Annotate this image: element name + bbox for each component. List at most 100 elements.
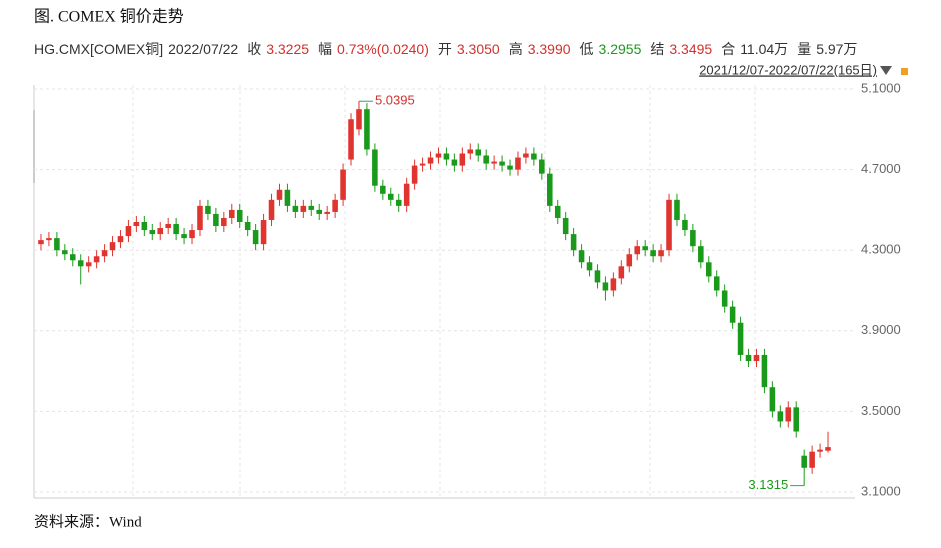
candle-body <box>403 183 410 206</box>
candle-body <box>690 230 696 247</box>
info-label: 幅 <box>318 41 333 57</box>
candle-body <box>54 238 60 251</box>
candle-body <box>753 354 760 362</box>
candle-body <box>181 234 187 239</box>
candle-body <box>674 199 680 220</box>
candle-body <box>817 449 823 452</box>
info-value: 3.3990 <box>527 41 571 57</box>
candle-body <box>395 199 402 206</box>
candle-body <box>141 221 148 231</box>
y-tick-label: 3.1000 <box>861 483 901 498</box>
candle-body <box>332 199 338 212</box>
candle-body <box>308 205 315 210</box>
candle-body <box>372 149 378 186</box>
candle-body <box>133 221 140 227</box>
candle-body <box>554 205 561 218</box>
candle-body <box>658 250 664 257</box>
candle-body <box>324 211 330 214</box>
candle-body <box>451 159 458 166</box>
candle-body <box>157 228 164 235</box>
candle-body <box>284 189 291 206</box>
info-label: 高 <box>508 41 523 57</box>
candle-body <box>769 387 776 412</box>
candle-body <box>205 205 211 214</box>
candle-body <box>515 157 521 170</box>
dropdown-arrow[interactable] <box>880 66 892 75</box>
candle-body <box>300 205 307 212</box>
candle-body <box>467 149 474 154</box>
candle-body <box>698 246 704 263</box>
candle-body <box>642 246 648 251</box>
max-label: 5.0395 <box>375 93 415 108</box>
info-value: 2022/07/22 <box>168 41 239 57</box>
candle-body <box>435 153 442 158</box>
candle-body <box>117 236 124 243</box>
candle-body <box>499 161 505 166</box>
info-value: 11.04万 <box>740 41 789 57</box>
candle-body <box>666 199 672 251</box>
candle-body <box>244 221 251 231</box>
candle-body <box>539 159 545 174</box>
info-value: 3.2955 <box>598 41 642 57</box>
candle-body <box>634 246 641 255</box>
candle-body <box>340 169 346 200</box>
candle-body <box>387 193 394 200</box>
candle-body <box>221 217 227 227</box>
info-label: HG.CMX[COMEX铜] <box>34 41 164 57</box>
candle-body <box>46 238 52 241</box>
candle-body <box>38 240 44 245</box>
candle-body <box>173 224 179 235</box>
candle-body <box>761 354 768 388</box>
candle-body <box>777 411 784 422</box>
candle-body <box>570 234 577 251</box>
info-value: 3.3225 <box>266 41 310 57</box>
candle-body <box>562 217 569 235</box>
info-value: 3.3495 <box>669 41 713 57</box>
candle-body <box>793 407 800 432</box>
candle-body <box>523 153 529 158</box>
candle-body <box>531 153 537 160</box>
candle-body <box>276 189 283 200</box>
icon[interactable] <box>901 68 908 75</box>
date-range[interactable]: 2021/12/07-2022/07/22(165日) <box>699 62 877 77</box>
candle-body <box>427 157 434 164</box>
candle-body <box>705 262 712 277</box>
candle-body <box>650 250 656 257</box>
candle-body <box>149 230 156 235</box>
candle-body <box>165 224 171 229</box>
candle-body <box>356 109 362 130</box>
source: 资料来源：Wind <box>34 513 142 530</box>
candle-body <box>626 254 633 267</box>
candle-body <box>602 282 609 291</box>
candle-body <box>594 270 601 283</box>
min-label: 3.1315 <box>748 477 788 492</box>
candle-body <box>93 256 100 263</box>
candle-body <box>610 278 617 291</box>
candle-body <box>546 173 553 206</box>
info-label: 量 <box>797 41 812 57</box>
candle-body <box>507 165 513 170</box>
candle-body <box>77 260 84 267</box>
candle-body <box>252 230 259 245</box>
candle-body <box>125 226 132 237</box>
candle-body <box>785 407 792 422</box>
candle-body <box>213 213 219 227</box>
candle-body <box>713 276 720 291</box>
candle-body <box>459 153 466 166</box>
y-tick-label: 3.9000 <box>861 322 901 337</box>
candle-body <box>260 219 267 245</box>
candle-body <box>586 262 593 271</box>
candle-body <box>364 109 370 150</box>
candle-body <box>197 205 203 231</box>
candle-body <box>745 354 752 362</box>
candle-body <box>69 254 76 261</box>
candle-body <box>316 209 323 214</box>
candle-body <box>443 153 450 160</box>
y-tick-label: 5.1000 <box>861 80 901 95</box>
candle-body <box>801 455 807 468</box>
candle-body <box>618 266 625 279</box>
candle-body <box>292 205 299 212</box>
info-label: 低 <box>579 41 594 57</box>
candle-body <box>809 451 815 468</box>
